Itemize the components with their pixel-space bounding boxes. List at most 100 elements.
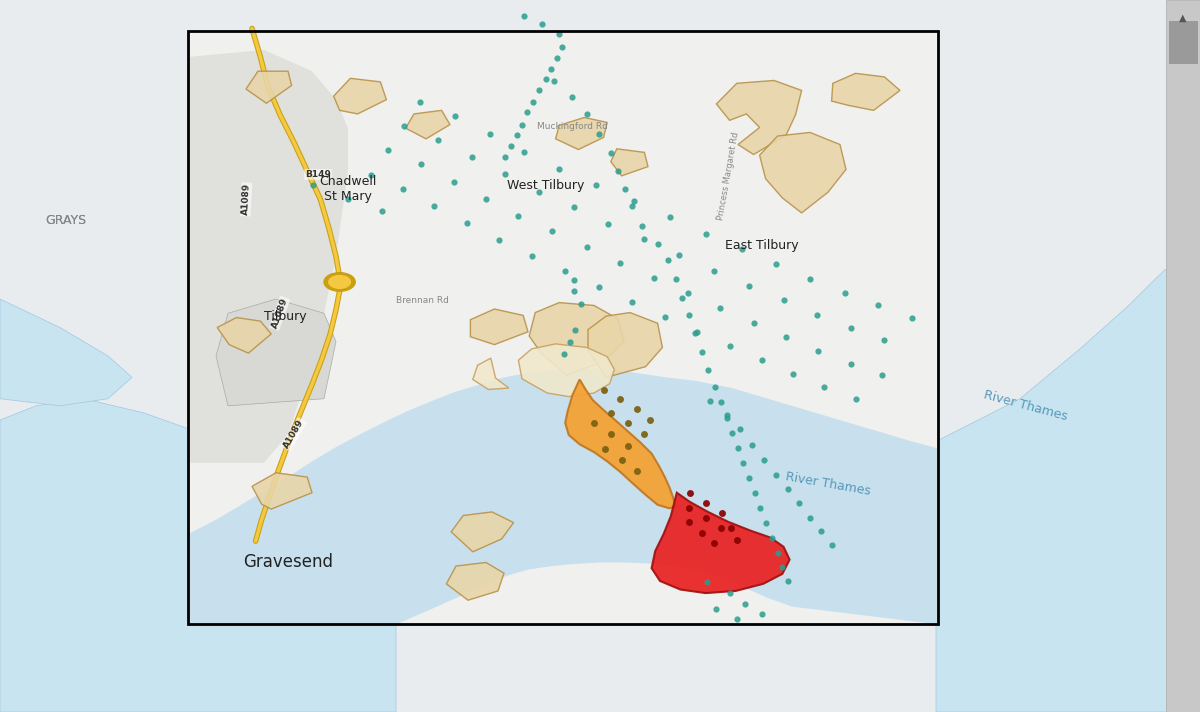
Polygon shape	[832, 73, 900, 110]
Point	[841, 323, 860, 334]
Text: Tilbury: Tilbury	[264, 310, 307, 323]
Point	[721, 523, 740, 534]
Polygon shape	[716, 80, 802, 155]
Point	[727, 535, 746, 546]
Point	[736, 598, 755, 609]
Point	[698, 365, 718, 376]
Point	[508, 130, 527, 141]
Point	[523, 96, 542, 108]
Point	[611, 393, 630, 404]
Text: Chadwell
St Mary: Chadwell St Mary	[319, 174, 377, 203]
Point	[641, 414, 660, 426]
Point	[550, 164, 569, 175]
Point	[509, 210, 528, 221]
Polygon shape	[588, 313, 662, 377]
Point	[564, 286, 583, 297]
Point	[685, 328, 704, 339]
Text: GRAYS: GRAYS	[46, 214, 86, 227]
Point	[731, 424, 750, 435]
Point	[552, 41, 571, 53]
Point	[632, 221, 652, 232]
Polygon shape	[529, 303, 624, 375]
Point	[378, 145, 397, 156]
Point	[515, 147, 534, 158]
Point	[659, 254, 678, 266]
Point	[554, 348, 574, 360]
Point	[718, 409, 737, 421]
Point	[564, 274, 583, 286]
Point	[601, 428, 620, 439]
Polygon shape	[611, 149, 648, 176]
Point	[556, 266, 575, 277]
Point	[522, 250, 541, 261]
Point	[635, 234, 654, 245]
Point	[512, 119, 532, 130]
Point	[846, 393, 865, 404]
Point	[720, 340, 739, 352]
Point	[577, 241, 596, 253]
Point	[727, 613, 746, 624]
Point	[529, 84, 548, 95]
Point	[547, 53, 566, 64]
Point	[565, 324, 584, 335]
Point	[623, 201, 642, 212]
Point	[710, 303, 730, 314]
Point	[480, 128, 499, 140]
Point	[790, 498, 809, 509]
Point	[618, 417, 637, 429]
Point	[624, 196, 643, 207]
Point	[800, 512, 820, 523]
Point	[696, 498, 715, 509]
Circle shape	[329, 276, 350, 288]
Point	[601, 407, 620, 419]
Polygon shape	[188, 50, 348, 463]
Point	[678, 288, 697, 299]
Point	[496, 152, 515, 163]
Text: ▲: ▲	[1180, 13, 1187, 23]
Point	[394, 184, 413, 195]
Point	[779, 575, 798, 587]
Polygon shape	[518, 344, 614, 397]
Point	[599, 218, 618, 229]
Point	[660, 211, 679, 223]
Point	[815, 381, 834, 392]
Polygon shape	[406, 110, 450, 139]
Polygon shape	[217, 318, 271, 353]
Point	[550, 28, 569, 40]
Polygon shape	[652, 493, 790, 593]
Point	[428, 135, 448, 146]
Point	[692, 527, 712, 538]
Point	[679, 516, 698, 528]
Point	[628, 465, 647, 476]
Point	[722, 427, 742, 439]
Point	[902, 312, 922, 323]
Point	[733, 457, 752, 468]
Point	[776, 332, 796, 343]
Point	[745, 488, 764, 499]
Point	[529, 186, 548, 197]
Point	[616, 183, 635, 194]
Point	[779, 483, 798, 495]
Text: B149: B149	[305, 170, 331, 179]
Point	[835, 287, 854, 298]
Point	[767, 258, 786, 270]
Point	[584, 417, 604, 429]
Point	[457, 217, 476, 229]
Text: Gravesend: Gravesend	[242, 553, 334, 572]
Text: East Tilbury: East Tilbury	[725, 239, 799, 252]
Point	[445, 110, 464, 122]
Point	[542, 226, 562, 237]
Polygon shape	[556, 117, 607, 150]
Point	[704, 537, 724, 548]
Polygon shape	[188, 369, 938, 624]
Polygon shape	[451, 512, 514, 552]
Point	[595, 444, 614, 455]
Point	[875, 335, 894, 346]
Polygon shape	[216, 299, 336, 406]
Point	[502, 140, 521, 152]
Circle shape	[324, 273, 355, 291]
Point	[536, 73, 556, 85]
Polygon shape	[936, 249, 1200, 712]
Point	[612, 454, 631, 466]
Point	[701, 395, 720, 407]
